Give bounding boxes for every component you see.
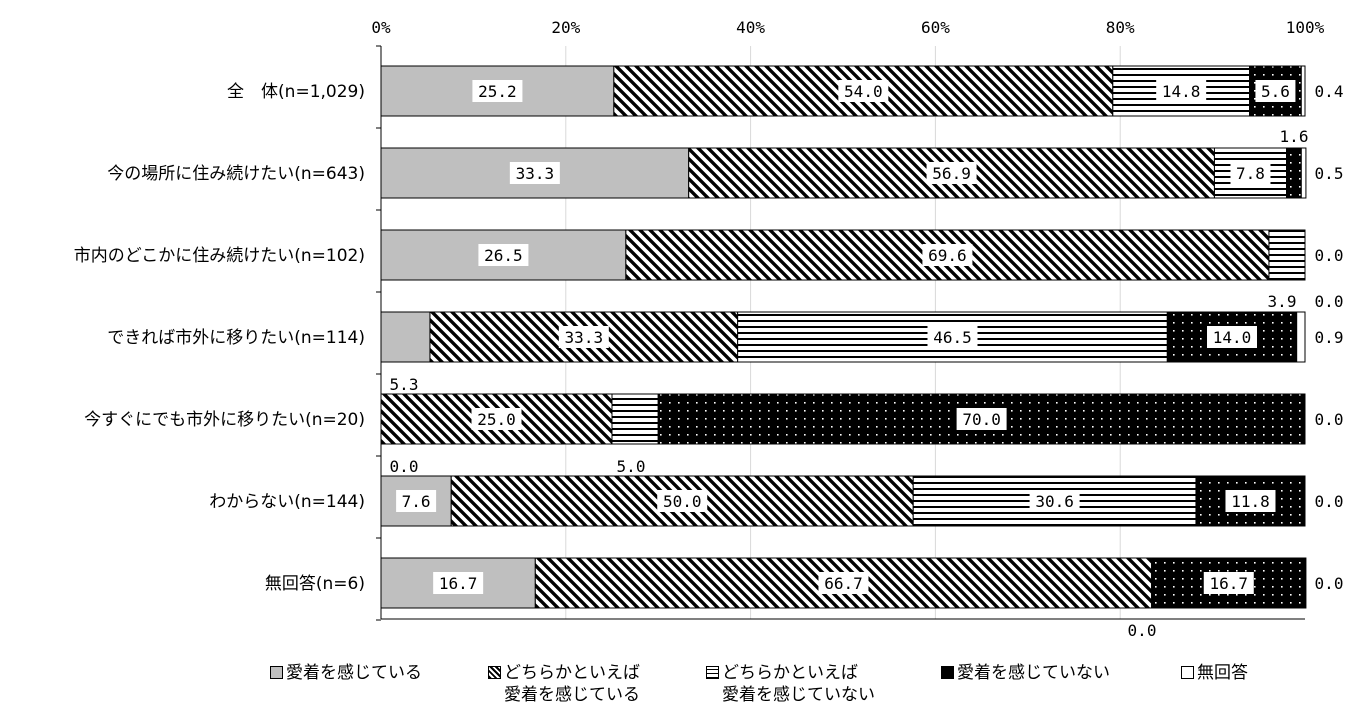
data-label: 70.0 (962, 410, 1001, 429)
bar-segment (1296, 311, 1306, 363)
category-label: わからない(n=144) (209, 492, 365, 512)
category-label: 今の場所に住み続けたい(n=643) (107, 164, 365, 184)
data-label: 56.9 (932, 164, 971, 183)
legend-swatch (488, 666, 501, 679)
bars (380, 65, 1307, 609)
data-label: 5.0 (617, 457, 646, 476)
data-label-box (558, 326, 609, 348)
data-label: 16.7 (1210, 574, 1249, 593)
legend-label: どちらかといえば (722, 663, 858, 683)
legend-swatch (1181, 666, 1194, 679)
data-label: 1.6 (1280, 127, 1309, 146)
legend-label: 愛着を感じていない (957, 663, 1110, 683)
data-label: 14.8 (1162, 82, 1201, 101)
axes: 0% 20% 40% 60% 80% 100% 全 体(n=1,029) 今の場所に住み続けた… (74, 18, 1325, 621)
category-label: 全 体(n=1,029) (227, 82, 365, 102)
data-label-box (433, 572, 484, 594)
legend-swatch (706, 666, 719, 679)
category-label: 無回答(n=6) (265, 574, 365, 594)
data-label: 0.0 (1315, 292, 1344, 311)
data-label: 0.0 (1315, 574, 1344, 593)
legend-label: 無回答 (1197, 663, 1248, 683)
data-label-box (926, 162, 977, 184)
legend-label-line2: 愛着を感じていない (722, 685, 875, 705)
data-label: 5.6 (1261, 82, 1290, 101)
legend-label-line2: 愛着を感じている (504, 685, 640, 705)
data-labels: 25.2 54.0 14.8 5.6 0.4 33.3 56.9 7.8 1.6 0.5 26.5 6… (390, 80, 1344, 640)
data-label-box (922, 244, 973, 266)
data-label: 25.0 (477, 410, 516, 429)
category-label: できれば市外に移りたい(n=114) (107, 328, 365, 348)
data-label: 0.0 (390, 457, 419, 476)
legend-item: どちらかといえば 愛着を感じている (488, 662, 640, 706)
bar-segment (1286, 147, 1302, 199)
data-label: 3.9 (1268, 292, 1297, 311)
bar-segment (380, 311, 431, 363)
legend-item: 愛着を感じている (270, 662, 422, 684)
data-label: 0.0 (1315, 410, 1344, 429)
data-label: 69.6 (928, 246, 967, 265)
data-label: 11.8 (1231, 492, 1270, 511)
data-label-box (1255, 80, 1296, 102)
category-label: 今すぐにでも市外に移りたい(n=20) (84, 410, 365, 430)
data-label-box (1203, 572, 1254, 594)
data-label: 0.0 (1315, 492, 1344, 511)
data-label: 5.3 (390, 375, 419, 394)
legend-label: どちらかといえば (504, 663, 640, 683)
category-label: 市内のどこかに住み続けたい(n=102) (74, 246, 365, 266)
data-label: 33.3 (516, 164, 555, 183)
data-label: 0.9 (1315, 328, 1344, 347)
legend-label: 愛着を感じている (286, 663, 422, 683)
x-tick-label: 100% (1286, 18, 1325, 37)
data-label: 26.5 (484, 246, 523, 265)
data-label-box (838, 80, 889, 102)
data-label: 46.5 (933, 328, 972, 347)
data-label-box (396, 490, 437, 512)
bar-segment (611, 393, 659, 445)
data-label-box (818, 572, 869, 594)
data-label: 0.4 (1315, 82, 1344, 101)
legend-swatch (270, 666, 283, 679)
data-label-box (657, 490, 708, 512)
data-label: 16.7 (439, 574, 478, 593)
x-tick-label: 80% (1106, 18, 1135, 37)
x-tick-label: 0% (371, 18, 391, 37)
x-tick-label: 60% (921, 18, 950, 37)
data-label-box (478, 244, 529, 266)
data-label-box (471, 408, 522, 430)
bar-segment (380, 229, 627, 281)
data-label-box (1230, 162, 1271, 184)
data-label: 50.0 (663, 492, 702, 511)
data-label-box (1029, 490, 1080, 512)
x-tick-label: 20% (551, 18, 580, 37)
bar-segment (1300, 147, 1307, 199)
data-label-box (1225, 490, 1276, 512)
data-label: 7.6 (402, 492, 431, 511)
data-label-box (472, 80, 523, 102)
data-label: 66.7 (824, 574, 863, 593)
data-label: 0.0 (1128, 621, 1157, 640)
data-label: 7.8 (1236, 164, 1265, 183)
legend-swatch (941, 666, 954, 679)
bar-segment (1300, 65, 1306, 117)
data-label: 30.6 (1035, 492, 1074, 511)
legend-item: どちらかといえば 愛着を感じていない (706, 662, 875, 706)
data-label-box (509, 162, 560, 184)
legend-item: 愛着を感じていない (941, 662, 1110, 684)
data-label: 54.0 (844, 82, 883, 101)
legend-item: 無回答 (1181, 662, 1248, 684)
data-label-box (1207, 326, 1258, 348)
x-tick-label: 40% (736, 18, 765, 37)
data-label-box (1156, 80, 1207, 102)
data-label-box (927, 326, 978, 348)
data-label: 25.2 (478, 82, 517, 101)
data-label: 0.5 (1315, 164, 1344, 183)
data-label: 33.3 (565, 328, 604, 347)
data-label: 14.0 (1213, 328, 1252, 347)
data-label-box (956, 408, 1007, 430)
bar-segment (1268, 229, 1306, 281)
data-label: 0.0 (1315, 246, 1344, 265)
